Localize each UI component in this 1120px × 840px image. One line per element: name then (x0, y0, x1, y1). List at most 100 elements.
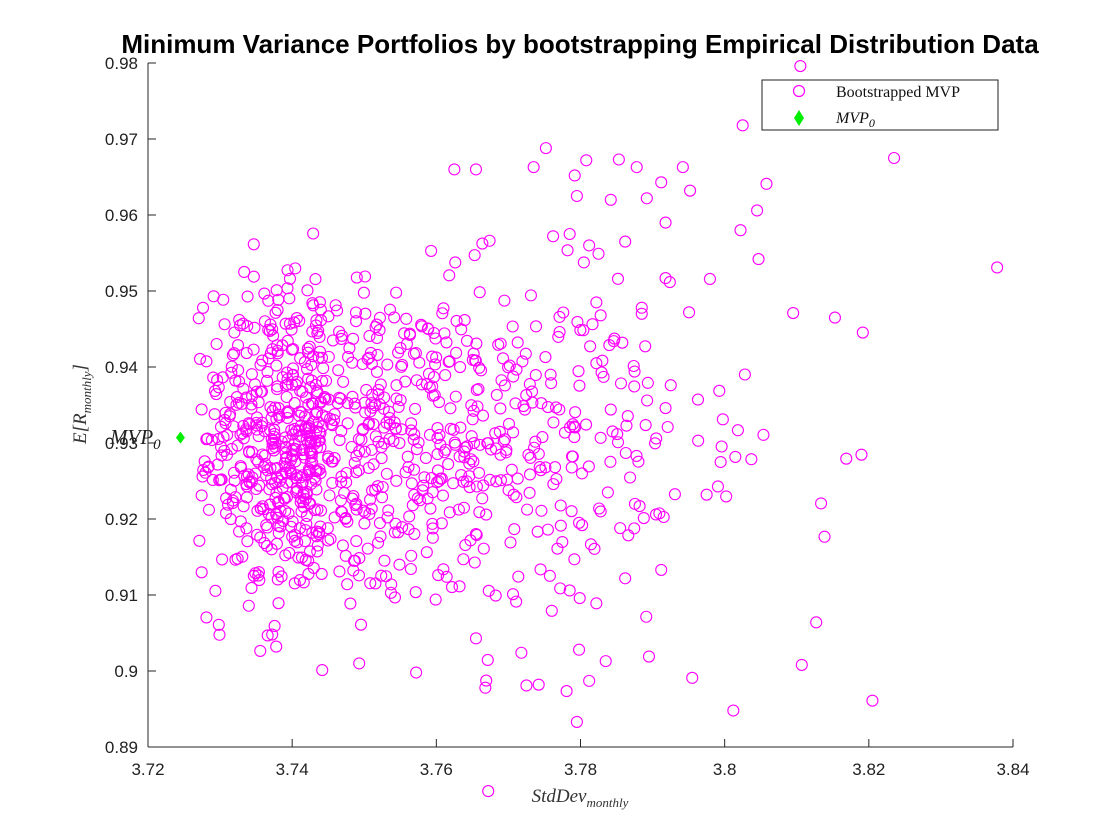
data-point-bootstrap (385, 578, 398, 591)
data-point-bootstrap (469, 163, 483, 176)
data-point-bootstrap (374, 378, 387, 391)
data-point-bootstrap (467, 347, 480, 360)
data-point-bootstrap (352, 464, 365, 477)
data-point-bootstrap (333, 391, 346, 404)
data-point-bootstrap (353, 657, 366, 670)
data-point-bootstrap (583, 674, 596, 687)
data-point-bootstrap (403, 510, 416, 523)
data-point-bootstrap (787, 306, 800, 320)
data-point-bootstrap (367, 418, 380, 431)
data-point-bootstrap (238, 265, 251, 278)
data-point-bootstrap (655, 563, 668, 576)
data-point-bootstrap (241, 320, 254, 333)
data-point-bootstrap (303, 446, 316, 459)
data-point-bootstrap (234, 460, 247, 473)
data-point-bootstrap (227, 420, 240, 433)
data-point-bootstrap (299, 553, 312, 567)
data-point-bootstrap (266, 323, 279, 336)
data-point-bootstrap (248, 378, 261, 391)
mvp0-annotation-sub: 0 (153, 437, 161, 453)
y-tick-label: 0.96 (105, 206, 138, 225)
data-point-mvp0 (175, 431, 185, 444)
data-point-bootstrap (224, 513, 237, 526)
data-point-bootstrap (518, 403, 531, 416)
data-point-bootstrap (216, 553, 229, 566)
data-point-bootstrap (403, 328, 416, 342)
data-point-bootstrap (426, 531, 439, 544)
data-point-bootstrap (268, 619, 281, 633)
data-point-bootstrap (473, 438, 486, 451)
data-point-bootstrap (281, 411, 294, 425)
data-point-bootstrap (472, 466, 486, 479)
data-point-bootstrap (745, 453, 758, 466)
data-point-bootstrap (359, 270, 372, 283)
data-point-bootstrap (291, 484, 304, 497)
data-point-bootstrap (309, 273, 322, 286)
data-point-bootstrap (269, 436, 282, 449)
data-point-bootstrap (409, 402, 422, 415)
data-point-bootstrap (392, 526, 405, 539)
data-point-bootstrap (314, 314, 328, 327)
data-point-bootstrap (193, 534, 206, 547)
data-point-bootstrap (604, 193, 617, 206)
data-point-bootstrap (326, 476, 339, 490)
data-point-bootstrap (565, 505, 578, 518)
data-point-bootstrap (349, 401, 362, 414)
data-point-bootstrap (365, 502, 378, 515)
data-point-bootstrap (322, 350, 335, 363)
data-point-bootstrap (256, 500, 269, 513)
data-point-bootstrap (577, 256, 590, 269)
data-point-bootstrap (529, 320, 543, 333)
data-point-bootstrap (571, 315, 584, 328)
data-point-bootstrap (470, 383, 483, 396)
data-point-bootstrap (294, 496, 307, 509)
data-point-bootstrap (265, 472, 278, 485)
data-point-bootstrap (372, 435, 385, 448)
data-point-bootstrap (452, 503, 465, 516)
data-point-bootstrap (306, 526, 319, 539)
data-point-bootstrap (453, 580, 466, 593)
data-point-bootstrap (657, 510, 670, 524)
data-point-bootstrap (347, 564, 360, 577)
data-point-bootstrap (545, 604, 558, 617)
legend-label-bootstrap: Bootstrapped MVP (836, 84, 960, 101)
data-point-bootstrap (298, 535, 312, 548)
data-point-bootstrap (300, 517, 313, 530)
chart-title: Minimum Variance Portfolios by bootstrap… (121, 29, 1039, 59)
data-point-bootstrap (207, 371, 220, 384)
data-point-bootstrap (597, 370, 610, 383)
data-point-bootstrap (580, 154, 593, 167)
data-point-bootstrap (305, 358, 318, 372)
data-point-bootstrap (682, 306, 696, 319)
data-point-bootstrap (481, 437, 494, 450)
data-point-bootstrap (570, 189, 583, 203)
data-point-bootstrap (333, 433, 346, 447)
data-point-bootstrap (209, 584, 222, 597)
data-point-bootstrap (628, 365, 641, 378)
data-point-bootstrap (612, 153, 625, 166)
data-point-bootstrap (593, 502, 606, 515)
data-point-bootstrap (291, 536, 304, 549)
data-point-bootstrap (319, 374, 333, 387)
legend-label-mvp0-sub: 0 (869, 116, 875, 130)
data-point-bootstrap (295, 406, 308, 419)
data-point-bootstrap (692, 434, 705, 447)
data-point-bootstrap (436, 489, 450, 502)
data-point-bootstrap (630, 161, 643, 174)
data-point-bootstrap (241, 290, 254, 303)
data-point-bootstrap (440, 570, 453, 583)
data-point-bootstrap (333, 325, 346, 338)
data-point-bootstrap (572, 365, 585, 378)
data-point-bootstrap (614, 522, 627, 535)
data-point-bootstrap (477, 479, 490, 492)
data-point-bootstrap (467, 404, 480, 417)
data-point-bootstrap (535, 504, 548, 517)
data-point-bootstrap (401, 450, 414, 463)
data-point-bootstrap (619, 572, 632, 585)
data-point-bootstrap (240, 470, 254, 483)
data-point-bootstrap (240, 491, 253, 504)
data-point-bootstrap (293, 522, 306, 535)
data-point-bootstrap (471, 400, 484, 413)
data-point-bootstrap (208, 384, 222, 398)
